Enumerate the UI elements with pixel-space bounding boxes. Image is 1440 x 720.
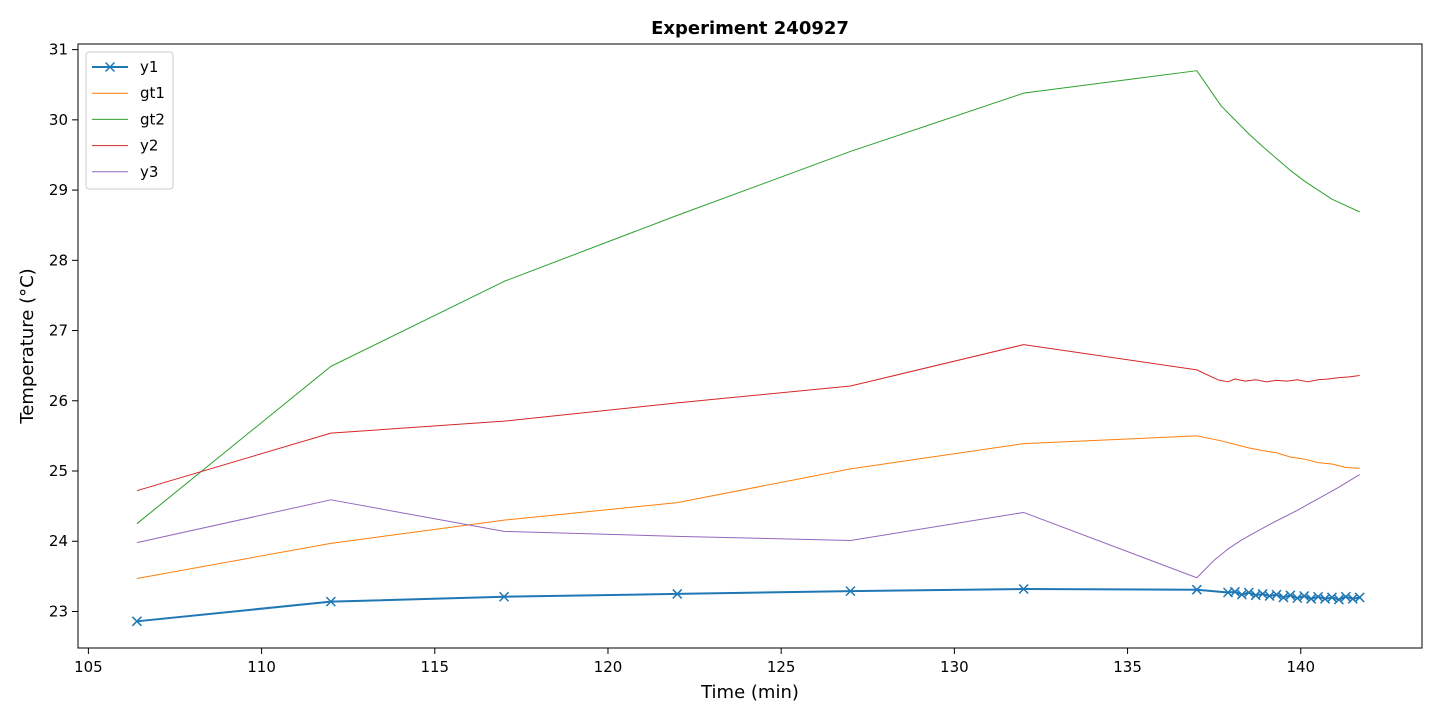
data-point-y1 [1229, 586, 1240, 597]
plot-area [77, 43, 1423, 649]
series-line-y3 [136, 474, 1360, 579]
legend-item-y1: y1 [92, 58, 158, 76]
legend-item-gt2: gt2 [92, 110, 165, 128]
series-layer [131, 70, 1365, 627]
legend-label: gt2 [140, 110, 165, 128]
y-tick-label: 27 [49, 322, 68, 340]
series-y3 [136, 474, 1360, 579]
data-point-y1 [1333, 594, 1344, 605]
x-tick-label: 115 [420, 658, 449, 676]
data-point-y1 [1018, 583, 1029, 595]
y-tick-label: 25 [49, 462, 68, 480]
data-point-y1 [1292, 593, 1303, 604]
series-y1 [131, 583, 1365, 627]
legend-item-gt1: gt1 [92, 84, 165, 102]
y-axis-label: Temperature (°C) [17, 268, 38, 424]
x-tick-label: 130 [940, 658, 969, 676]
legend-label: y3 [140, 163, 158, 181]
legend: y1 gt1 gt2 y2 y3 [85, 51, 174, 190]
y-tick-label: 28 [49, 251, 68, 269]
data-point-y1 [1326, 592, 1337, 603]
series-line-gt1 [136, 435, 1360, 579]
x-axis-label: Time (min) [700, 682, 799, 703]
x-tick-label: 140 [1286, 658, 1315, 676]
series-line-y2 [136, 344, 1360, 492]
x-tick-label: 135 [1113, 658, 1142, 676]
legend-label: y1 [140, 58, 158, 76]
y-tick-label: 30 [49, 111, 68, 129]
legend-marker [104, 61, 116, 73]
data-point-y1 [1299, 590, 1310, 602]
data-point-y1 [1340, 591, 1351, 602]
legend-label: gt1 [140, 84, 165, 102]
data-point-y1 [672, 588, 683, 599]
x-tick-label: 110 [247, 658, 276, 676]
y-tick-label: 31 [49, 41, 68, 59]
legend-item-y3: y3 [92, 163, 158, 181]
data-point-y1 [325, 596, 336, 607]
data-point-y1 [1285, 590, 1296, 601]
data-point-y1 [1257, 588, 1268, 599]
chart-title: Experiment 240927 [651, 18, 849, 39]
x-axis: 105 110 115 120 125 130 135 140 [74, 648, 1315, 676]
data-point-y1 [1313, 591, 1324, 602]
x-tick-label: 120 [594, 658, 623, 676]
x-tick-label: 105 [74, 658, 103, 676]
plot-frame [77, 43, 1423, 649]
data-point-y1 [1243, 587, 1254, 598]
data-point-y1 [499, 591, 510, 602]
data-point-y1 [1236, 589, 1247, 600]
y-tick-label: 29 [49, 181, 68, 199]
data-point-y1 [1271, 589, 1282, 600]
x-tick-label: 125 [767, 658, 796, 676]
data-point-y1 [1191, 584, 1202, 595]
series-gt1 [136, 435, 1360, 579]
legend-item-y2: y2 [92, 137, 158, 155]
series-line-gt2 [136, 70, 1360, 525]
series-gt2 [136, 70, 1360, 525]
y-tick-label: 24 [49, 532, 68, 550]
data-point-y1 [845, 586, 856, 597]
data-point-y1 [1354, 592, 1365, 603]
legend-box [85, 51, 174, 190]
y-tick-label: 23 [49, 602, 68, 620]
series-y2 [136, 344, 1360, 492]
legend-label: y2 [140, 137, 158, 155]
y-axis: 23 24 25 26 27 28 29 30 31 [49, 41, 78, 620]
data-point-y1 [131, 616, 142, 627]
y-tick-label: 26 [49, 392, 68, 410]
data-point-y1 [1306, 593, 1317, 604]
data-point-y1 [1278, 592, 1289, 603]
